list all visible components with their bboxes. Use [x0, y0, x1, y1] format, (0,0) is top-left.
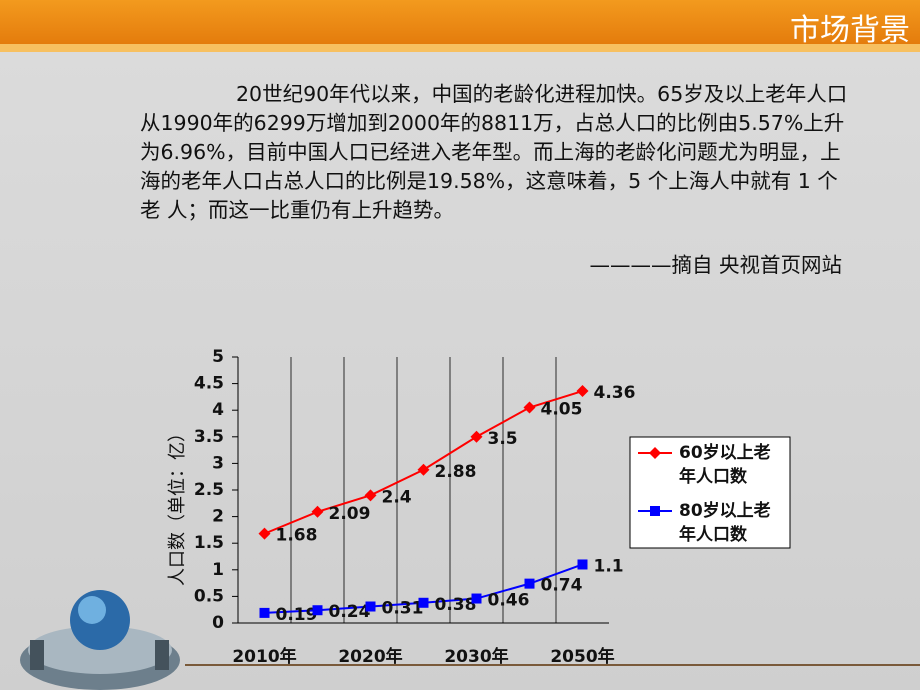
data-point — [576, 385, 589, 398]
data-label: 2.09 — [329, 504, 371, 524]
data-point — [417, 463, 430, 476]
y-tick-label: 0.5 — [194, 586, 224, 606]
data-label: 2.4 — [382, 487, 412, 507]
data-point — [523, 401, 536, 414]
y-tick-label: 0 — [212, 613, 224, 633]
data-point — [364, 489, 377, 502]
y-axis-label: 人口数（单位：亿） — [167, 424, 188, 586]
y-tick-label: 1 — [212, 560, 224, 580]
x-tick-label: 2010年 — [232, 646, 296, 667]
data-label: 1.68 — [276, 526, 318, 546]
legend-label: 80岁以上老年人口数 — [679, 501, 771, 545]
y-tick-label: 3 — [212, 453, 224, 473]
data-label: 0.19 — [276, 605, 318, 625]
paragraph: 20世纪90年代以来，中国的老龄化进程加快。65岁及以上老年人口从1990年的6… — [140, 82, 848, 222]
x-tick-label: 2030年 — [444, 646, 508, 667]
data-label: 4.05 — [541, 400, 583, 420]
data-label: 2.88 — [435, 462, 477, 482]
y-tick-label: 2.5 — [194, 480, 224, 500]
y-tick-label: 4.5 — [194, 374, 224, 394]
data-point — [524, 578, 535, 589]
x-tick-label: 2050年 — [550, 646, 614, 667]
banner-stripe — [0, 44, 920, 52]
data-point — [312, 605, 323, 616]
data-point — [418, 597, 429, 608]
data-point — [258, 527, 271, 540]
data-point — [259, 607, 270, 618]
legend-label: 60岁以上老年人口数 — [679, 443, 771, 487]
y-tick-label: 5 — [212, 347, 224, 367]
slide-title: 市场背景 — [790, 13, 910, 48]
y-tick-label: 1.5 — [194, 533, 224, 553]
banner — [0, 0, 920, 50]
globe-decoration — [20, 590, 180, 690]
source: ————摘自 央视首页网站 — [589, 253, 842, 277]
data-label: 0.74 — [541, 576, 583, 596]
legend-marker — [650, 506, 660, 516]
data-label: 0.46 — [488, 591, 530, 611]
x-tick-label: 2020年 — [338, 646, 402, 667]
y-tick-label: 4 — [212, 400, 224, 420]
data-label: 3.5 — [488, 429, 518, 449]
data-label: 1.1 — [594, 556, 624, 576]
data-point — [311, 505, 324, 518]
data-label: 4.36 — [594, 383, 636, 403]
y-tick-label: 3.5 — [194, 427, 224, 447]
data-point — [470, 430, 483, 443]
legend-marker — [649, 447, 661, 459]
y-tick-label: 2 — [212, 507, 224, 527]
data-label: 0.24 — [329, 602, 371, 622]
data-point — [365, 601, 376, 612]
data-label: 0.31 — [382, 599, 424, 619]
data-point — [471, 593, 482, 604]
data-point — [577, 559, 588, 570]
data-label: 0.38 — [435, 595, 477, 615]
